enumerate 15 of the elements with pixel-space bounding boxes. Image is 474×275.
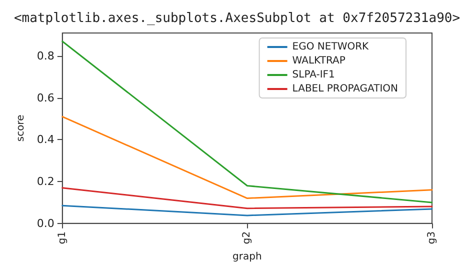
legend-label: SLPA-IF1 [292, 70, 335, 80]
x-tick-label: g3 [426, 231, 438, 244]
x-tick-label: g1 [56, 231, 68, 244]
y-tick-label: 0.8 [36, 50, 54, 63]
y-tick-label: 0.6 [36, 91, 54, 104]
text: <matplotlib.axes._subplots.AxesSubplot at 0x7f2057231a90> [14, 11, 460, 26]
legend-label: LABEL PROPAGATION [292, 84, 398, 94]
x-axis-title: graph [232, 252, 262, 262]
y-tick-label: 0.4 [36, 133, 54, 146]
legend-label: EGO NETWORK [292, 42, 370, 52]
y-tick-label: 0.2 [36, 175, 54, 188]
x-tick-label: g2 [242, 231, 253, 244]
y-axis-title: score [16, 114, 26, 142]
y-tick-label: 0.0 [36, 216, 54, 230]
legend-label: WALKTRAP [292, 56, 346, 66]
